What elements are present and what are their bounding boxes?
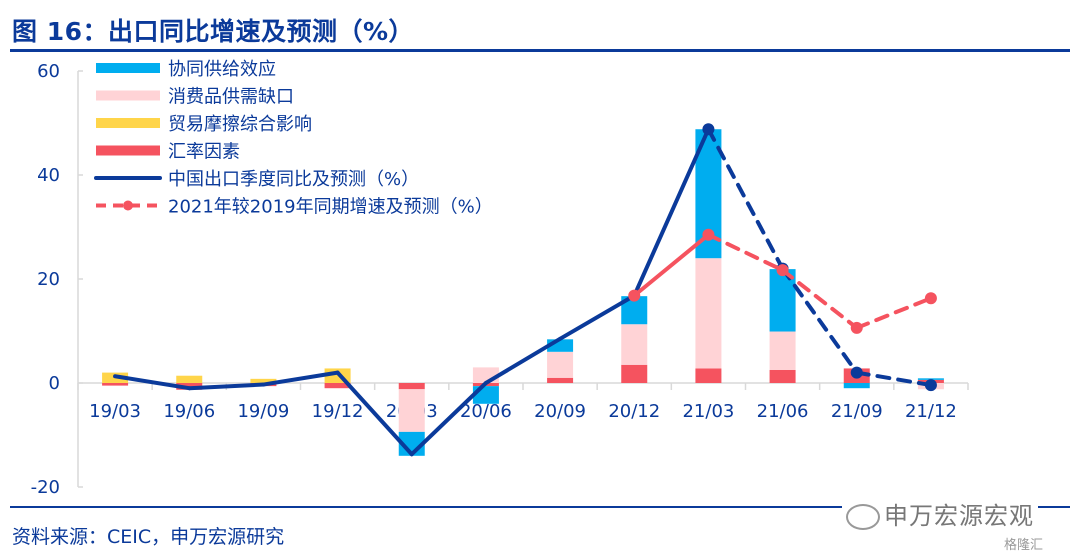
- bar-segment: [843, 383, 870, 389]
- line-segment: [261, 370, 340, 387]
- x-tick-label: 20/06: [460, 401, 512, 422]
- x-tick-label: 20/12: [608, 401, 660, 422]
- bar-segment: [769, 331, 796, 370]
- bar-segment: [250, 378, 277, 383]
- line-segment: [558, 293, 637, 341]
- line-segment: [632, 127, 711, 298]
- line-segment: [780, 266, 859, 375]
- legend-swatch: [96, 63, 160, 73]
- legend-label: 汇率因素: [168, 142, 240, 163]
- legend-swatch: [96, 118, 160, 128]
- chart-area: -20020406019/0319/0619/0919/1220/0320/06…: [31, 59, 969, 498]
- line-segment: [854, 370, 933, 388]
- watermark: 申万宏源宏观: [842, 496, 1038, 531]
- legend-label: 贸易摩擦综合影响: [168, 114, 312, 135]
- x-tick-label: 20/09: [534, 401, 586, 422]
- bar-segment: [695, 258, 722, 369]
- bar-segment: [472, 386, 499, 404]
- legend-label: 2021年较2019年同期增速及预测（%）: [168, 197, 493, 218]
- legend-label: 协同供给效应: [168, 59, 276, 80]
- legend-marker: [123, 200, 133, 211]
- legend-label: 消费品供需缺口: [168, 87, 294, 108]
- line-segment: [706, 232, 785, 273]
- bar-segment: [398, 389, 425, 432]
- x-tick-label: 21/06: [757, 401, 809, 422]
- legend-swatch: [96, 145, 160, 156]
- bar-segment: [472, 367, 499, 383]
- bar-segment: [547, 377, 574, 383]
- bar-segment: [769, 370, 796, 383]
- bar-segment: [398, 383, 425, 390]
- line-segment: [187, 382, 266, 391]
- y-tick-label: -20: [31, 477, 60, 498]
- bar-segment: [695, 368, 722, 383]
- line-segment: [854, 296, 933, 330]
- line-marker: [924, 379, 937, 392]
- line-segment: [483, 336, 563, 385]
- x-tick-label: 19/09: [237, 401, 289, 422]
- source-note: 资料来源：CEIC，申万宏源研究: [12, 526, 285, 548]
- bar-segment: [102, 383, 129, 386]
- line-marker: [702, 228, 715, 241]
- bar-segment: [621, 324, 648, 365]
- y-tick-label: 20: [37, 269, 60, 290]
- line-segment: [335, 370, 414, 457]
- x-tick-label: 21/09: [831, 401, 883, 422]
- line-marker: [628, 289, 641, 302]
- line-segment: [706, 127, 785, 271]
- line-segment: [113, 374, 192, 391]
- bar-segment: [547, 351, 574, 378]
- x-tick-label: 19/03: [89, 401, 141, 422]
- x-tick-label: 21/12: [905, 401, 957, 422]
- line-marker: [702, 123, 715, 136]
- bar-segment: [324, 383, 351, 389]
- chart-title: 图 16：出口同比增速及预测（%）: [12, 17, 415, 46]
- line-marker: [776, 264, 789, 277]
- wechat-icon: [846, 504, 880, 530]
- line-marker: [924, 292, 937, 305]
- bar-segment: [176, 375, 203, 383]
- footer-rule: [10, 506, 1070, 508]
- legend-label: 中国出口季度同比及预测（%）: [168, 169, 419, 190]
- x-tick-label: 19/06: [163, 401, 215, 422]
- x-tick-label: 19/12: [312, 401, 364, 422]
- line-segment: [409, 381, 488, 457]
- watermark-text: 申万宏源宏观: [884, 502, 1034, 530]
- y-tick-label: 40: [37, 165, 60, 186]
- line-segment: [780, 268, 859, 330]
- line-marker: [850, 321, 863, 334]
- y-tick-label: 60: [37, 61, 60, 82]
- y-tick-label: 0: [49, 373, 60, 394]
- title-rule: [10, 49, 1070, 52]
- legend-swatch: [96, 90, 160, 101]
- bar-segment: [769, 269, 796, 332]
- bar-segment: [621, 364, 648, 383]
- badge-logo: 格隆汇: [1004, 538, 1044, 553]
- line-segment: [632, 232, 711, 298]
- line-marker: [850, 366, 863, 379]
- x-tick-label: 21/03: [682, 401, 734, 422]
